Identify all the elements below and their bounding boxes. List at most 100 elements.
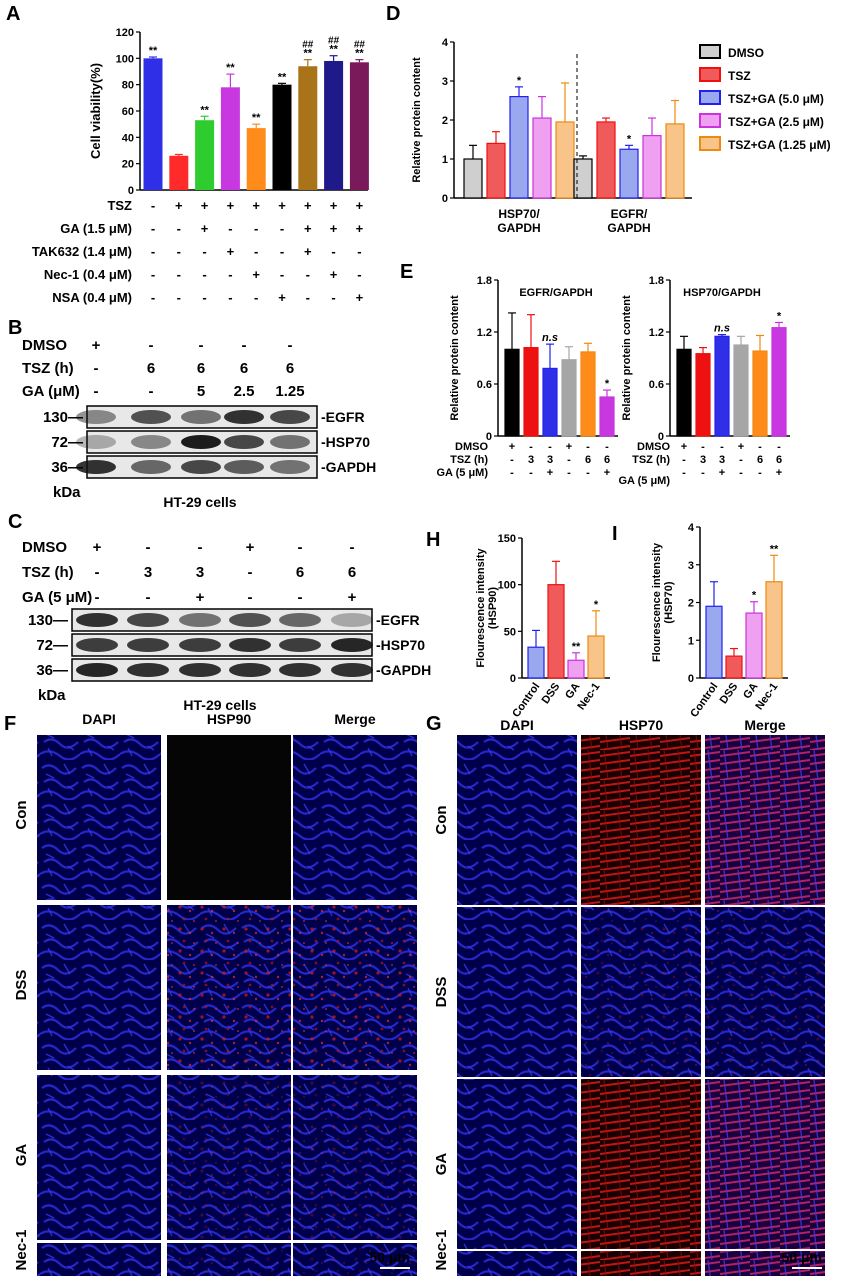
row-label: Nec-1 <box>433 1230 450 1271</box>
table-mark: + <box>719 467 725 479</box>
red-signal-overlay <box>167 905 291 1070</box>
significance-mark: * <box>517 75 522 87</box>
table-mark: - <box>177 267 181 282</box>
blot-band <box>131 434 171 450</box>
blot-mark: 6 <box>240 360 248 377</box>
row-label: GA <box>13 1144 30 1167</box>
blot-mark: - <box>199 337 204 354</box>
table-mark: - <box>567 467 571 479</box>
blot-band <box>331 612 373 628</box>
y-tick-label: 1.2 <box>477 327 492 339</box>
table-mark: + <box>304 198 312 213</box>
table-mark: - <box>567 454 571 466</box>
blot-mark: - <box>198 539 203 556</box>
table-mark: - <box>228 221 232 236</box>
blot-row-label: TSZ (h) <box>22 360 74 377</box>
bar <box>580 351 596 437</box>
y-tick-label: 3 <box>688 560 694 572</box>
bar <box>349 62 369 190</box>
table-mark: 6 <box>585 454 591 466</box>
blot-band <box>279 637 321 653</box>
table-mark: - <box>280 221 284 236</box>
cell-line-label: HT-29 cells <box>183 697 256 713</box>
blot-row-label: DMSO <box>22 539 67 556</box>
table-mark: - <box>151 221 155 236</box>
y-tick-label: 0 <box>510 673 516 685</box>
legend-swatch <box>699 113 721 128</box>
table-mark: + <box>566 441 572 453</box>
table-row-label: TSZ (h) <box>632 454 670 466</box>
chart-title: HSP70/GAPDH <box>683 287 761 299</box>
microscopy-image <box>37 905 161 1070</box>
y-tick-label: 0 <box>486 431 492 443</box>
row-label: GA <box>433 1153 450 1176</box>
blot-band <box>331 637 373 653</box>
blot-band <box>179 662 221 678</box>
table-mark: - <box>306 290 310 305</box>
category-label: DSS <box>718 681 741 706</box>
red-signal-overlay <box>293 1075 417 1240</box>
blot-band <box>279 612 321 628</box>
table-row-label: GA (5 μM) <box>618 475 670 487</box>
table-row-label: GA (1.5 μM) <box>60 221 132 236</box>
legend-swatch <box>699 90 721 105</box>
category-label: Nec-1 <box>753 681 780 712</box>
microscopy-image <box>457 735 577 905</box>
table-mark: 3 <box>700 454 706 466</box>
blot-band <box>76 459 116 475</box>
chart-i-hsp70-fluorescence: 0 1 2 3 4 Flourescence intensity(HSP70) Contro… <box>651 522 788 720</box>
column-header: HSP70 <box>619 717 664 733</box>
blot-mark: 6 <box>286 360 294 377</box>
blot-band <box>127 637 169 653</box>
bar <box>195 120 215 190</box>
band-label: -EGFR <box>321 409 365 425</box>
table-mark: + <box>330 267 338 282</box>
table-mark: - <box>682 467 686 479</box>
microscopy-image <box>293 735 417 900</box>
microscopy-image <box>705 735 825 905</box>
blot-band <box>181 409 221 425</box>
significance-mark: ** <box>329 44 338 56</box>
table-mark: - <box>605 441 609 453</box>
table-row-label: TSZ (h) <box>450 454 488 466</box>
table-mark: - <box>306 267 310 282</box>
bar <box>725 655 743 679</box>
blot-mark: - <box>95 589 100 606</box>
table-mark: + <box>547 467 553 479</box>
microscopy-image <box>37 1075 161 1240</box>
table-mark: - <box>586 441 590 453</box>
y-axis-label-line: Flourescence intensity <box>651 542 663 662</box>
table-mark: 6 <box>604 454 610 466</box>
blot-mark: - <box>298 539 303 556</box>
chart-d-relative-protein: 0 1 2 3 4 Relative protein content * HSP70/GAPD… <box>411 37 831 235</box>
panel-letter-b: B <box>8 317 22 339</box>
table-mark: + <box>278 290 286 305</box>
significance-mark: ** <box>278 71 287 83</box>
table-mark: - <box>586 467 590 479</box>
panel-letter-i: I <box>612 523 618 545</box>
blot-mark: - <box>95 564 100 581</box>
table-row-label: GA (5 μM) <box>436 467 488 479</box>
category-label: GAPDH <box>497 221 540 235</box>
table-mark: - <box>331 244 335 259</box>
table-mark: - <box>254 244 258 259</box>
y-tick-label: 3 <box>442 76 448 88</box>
y-axis-label-line: Flourescence intensity <box>475 548 487 668</box>
scale-bar-label: 50 μm <box>782 1249 822 1265</box>
blot-mark: - <box>350 539 355 556</box>
chart-e-hsp70: 0 0.6 1.2 1.8 Relative protein content HSP70/… <box>621 275 790 443</box>
red-signal-overlay <box>705 907 825 1077</box>
blot-band <box>179 612 221 628</box>
table-mark: - <box>151 290 155 305</box>
y-tick-label: 100 <box>498 580 516 592</box>
column-header: Merge <box>744 717 785 733</box>
microscopy-image <box>167 735 291 900</box>
table-mark: - <box>510 454 514 466</box>
blot-mark: 3 <box>196 564 204 581</box>
table-mark: + <box>356 290 364 305</box>
molecular-weight-label: 36— <box>51 459 83 476</box>
table-mark: - <box>151 267 155 282</box>
table-mark: + <box>201 198 209 213</box>
blot-mark: + <box>92 337 101 354</box>
red-signal-overlay <box>293 905 417 1070</box>
